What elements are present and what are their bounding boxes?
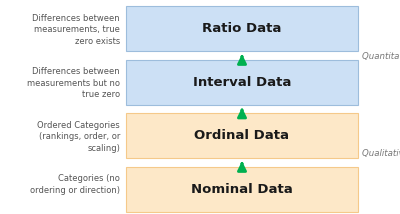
Text: Differences between
measurements but no
true zero: Differences between measurements but no … — [27, 67, 120, 99]
FancyBboxPatch shape — [126, 6, 358, 51]
Text: Ratio Data: Ratio Data — [202, 22, 282, 35]
Text: Ordered Categories
(rankings, order, or
scaling): Ordered Categories (rankings, order, or … — [37, 121, 120, 153]
Text: Qualitative Data: Qualitative Data — [362, 149, 400, 158]
FancyBboxPatch shape — [126, 167, 358, 212]
Text: Categories (no
ordering or direction): Categories (no ordering or direction) — [30, 174, 120, 195]
FancyBboxPatch shape — [126, 60, 358, 105]
Text: Differences between
measurements, true
zero exists: Differences between measurements, true z… — [32, 14, 120, 46]
Text: Ordinal Data: Ordinal Data — [194, 129, 290, 142]
FancyBboxPatch shape — [126, 113, 358, 158]
Text: Nominal Data: Nominal Data — [191, 183, 293, 196]
Text: Quantitative Data: Quantitative Data — [362, 52, 400, 61]
Text: Interval Data: Interval Data — [193, 76, 291, 89]
